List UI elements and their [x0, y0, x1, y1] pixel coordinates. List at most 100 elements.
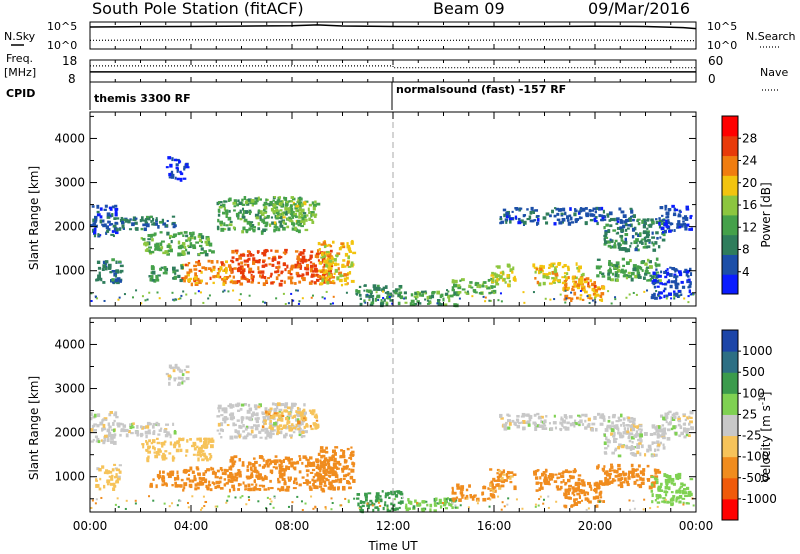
colorbar-swatch	[722, 274, 738, 295]
heatmap-cell	[530, 206, 534, 211]
heatmap-cell	[574, 488, 578, 492]
heatmap-cell	[553, 262, 556, 265]
heatmap-cell	[263, 419, 268, 422]
heatmap-cell	[564, 275, 567, 279]
heatmap-cell	[248, 407, 253, 412]
heatmap-cell	[269, 424, 273, 429]
heatmap-cell	[641, 477, 645, 482]
heatmap-cell	[118, 296, 121, 299]
heatmap-cell	[248, 498, 251, 501]
heatmap-cell	[581, 298, 585, 302]
heatmap-cell	[218, 409, 221, 413]
heatmap-cell	[327, 264, 331, 269]
heatmap-cell	[109, 410, 114, 414]
heatmap-cell	[93, 413, 97, 418]
heatmap-cell	[343, 460, 347, 464]
heatmap-cell	[616, 265, 621, 269]
heatmap-cell	[331, 260, 335, 265]
heatmap-cell	[593, 219, 598, 223]
heatmap-cell	[660, 270, 663, 274]
heatmap-cell	[298, 207, 302, 211]
heatmap-cell	[356, 493, 361, 496]
heatmap-cell	[216, 485, 219, 489]
heatmap-cell	[635, 241, 638, 244]
heatmap-cell	[291, 197, 296, 201]
heatmap-cell	[689, 215, 692, 220]
heatmap-cell	[313, 281, 317, 285]
heatmap-cell	[590, 209, 595, 212]
heatmap-cell	[330, 266, 333, 271]
heatmap-cell	[183, 279, 186, 283]
heatmap-cell	[650, 475, 655, 478]
heatmap-cell	[622, 431, 626, 434]
heatmap-cell	[230, 467, 233, 471]
heatmap-cell	[242, 481, 245, 485]
heatmap-cell	[152, 431, 156, 436]
heatmap-cell	[394, 494, 399, 498]
heatmap-cell	[555, 500, 558, 503]
heatmap-cell	[596, 465, 600, 470]
heatmap-cell	[512, 473, 517, 477]
heatmap-cell	[169, 248, 173, 253]
heatmap-cell	[282, 262, 286, 267]
heatmap-cell	[367, 492, 372, 495]
heatmap-cell	[585, 215, 590, 218]
heatmap-cell	[371, 297, 374, 302]
heatmap-cell	[265, 249, 269, 253]
heatmap-cell	[397, 288, 401, 291]
heatmap-cell	[187, 244, 190, 248]
heatmap-cell	[240, 403, 245, 407]
heatmap-cell	[266, 433, 270, 438]
heatmap-cell	[252, 229, 256, 232]
heatmap-cell	[134, 430, 139, 435]
heatmap-cell	[628, 470, 633, 474]
heatmap-region	[182, 466, 235, 492]
heatmap-cell	[299, 251, 303, 254]
heatmap-cell	[643, 236, 647, 241]
heatmap-cell	[205, 242, 210, 246]
heatmap-cell	[639, 439, 643, 443]
heatmap-cell	[560, 212, 564, 215]
heatmap-cell	[270, 207, 275, 212]
heatmap-cell	[614, 239, 618, 243]
heatmap-cell	[591, 299, 594, 302]
heatmap-cell	[284, 302, 287, 305]
heatmap-cell	[511, 210, 514, 213]
heatmap-region	[650, 472, 694, 507]
heatmap-cell	[571, 288, 574, 291]
heatmap-cell	[342, 452, 345, 456]
heatmap-cell	[357, 502, 360, 507]
heatmap-cell	[454, 506, 457, 509]
heatmap-cell	[276, 265, 279, 269]
heatmap-cell	[216, 271, 220, 276]
heatmap-cell	[649, 274, 653, 277]
heatmap-cell	[252, 253, 255, 257]
heatmap-cell	[197, 457, 200, 462]
heatmap-cell	[490, 488, 493, 491]
heatmap-cell	[580, 491, 584, 495]
heatmap-cell	[294, 282, 297, 285]
heatmap-cell	[252, 457, 256, 460]
heatmap-cell	[584, 280, 588, 284]
heatmap-cell	[328, 458, 333, 461]
heatmap-cell	[164, 450, 168, 453]
heatmap-cell	[301, 216, 304, 219]
heatmap-region	[165, 156, 190, 182]
heatmap-cell	[172, 422, 175, 426]
heatmap-cell	[185, 234, 189, 238]
heatmap-cell	[108, 413, 112, 417]
colorbar-tick-label: 28	[742, 131, 757, 145]
heatmap-cell	[122, 227, 125, 230]
heatmap-cell	[451, 289, 455, 292]
heatmap-cell	[677, 419, 682, 423]
heatmap-cell	[596, 221, 599, 226]
heatmap-cell	[276, 429, 280, 434]
heatmap-cell	[419, 293, 422, 296]
heatmap-cell	[216, 415, 221, 418]
heatmap-cell	[656, 236, 659, 240]
heatmap-cell	[340, 283, 344, 287]
power-colorbar-label: Power [dB]	[759, 182, 773, 247]
heatmap-cell	[654, 471, 658, 475]
heatmap-cell	[225, 215, 228, 219]
heatmap-cell	[604, 452, 608, 455]
